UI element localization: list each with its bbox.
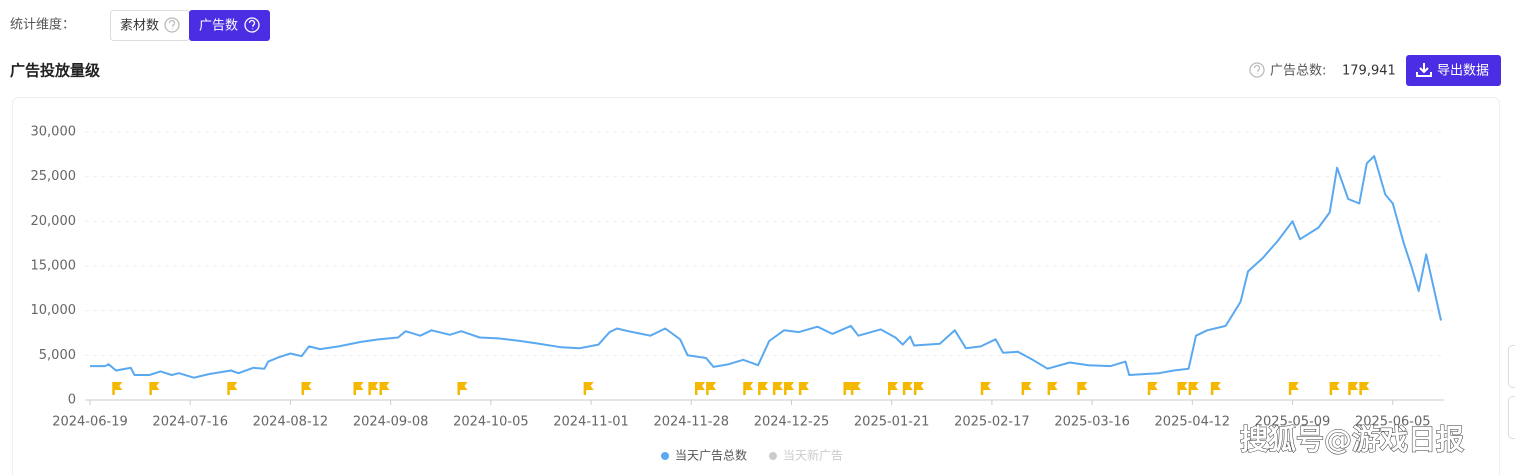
x-tick-label: 2025-02-17 [954, 415, 1030, 430]
event-flag [887, 382, 898, 395]
event-flag [1047, 382, 1058, 395]
event-flag [902, 382, 913, 395]
event-flag [457, 382, 468, 395]
event-flag [694, 382, 705, 395]
y-tick-label: 25,000 [31, 169, 77, 184]
event-flag [706, 382, 717, 395]
series-line [90, 155, 1442, 379]
export-button[interactable]: 导出数据 [1406, 55, 1501, 86]
x-tick-label: 2025-01-21 [854, 415, 930, 430]
event-flag [1329, 382, 1340, 395]
event-flag [1147, 382, 1158, 395]
y-tick-label: 15,000 [31, 259, 77, 274]
y-tick-label: 5,000 [39, 348, 76, 363]
event-flag [227, 382, 238, 395]
event-flag [1288, 382, 1299, 395]
event-flag [784, 382, 795, 395]
y-tick-label: 30,000 [31, 125, 77, 140]
event-flag [772, 382, 783, 395]
event-flag [980, 382, 991, 395]
event-flag [112, 382, 123, 395]
event-flag [1177, 382, 1188, 395]
total-value: 179,941 [1342, 64, 1396, 79]
y-tick-label: 0 [68, 393, 76, 408]
x-tick-label: 2025-05-09 [1255, 415, 1331, 430]
event-flag [743, 382, 754, 395]
watermark: 搜狐号@游戏日报 [1240, 423, 1464, 456]
toggle-text: 广告数 [199, 19, 238, 34]
help-icon [1249, 62, 1265, 78]
help-glyph [1253, 64, 1261, 75]
help-glyph [248, 19, 256, 30]
download-icon [1416, 63, 1432, 77]
event-flag [1210, 382, 1221, 395]
help-icon [164, 17, 180, 33]
button-box [1406, 55, 1501, 86]
x-tick-label: 2025-04-12 [1155, 415, 1231, 430]
section-title: 广告投放量级 [10, 62, 101, 80]
event-flag [1188, 382, 1199, 395]
help-icon [244, 17, 260, 33]
event-flag [798, 382, 809, 395]
chart-card [12, 97, 1500, 475]
event-flag [913, 382, 924, 395]
total-label: 广告总数: [1270, 64, 1326, 79]
y-tick-label: 10,000 [31, 303, 77, 318]
event-flag [850, 382, 861, 395]
x-tick-label: 2024-11-28 [653, 415, 729, 430]
help-glyph [168, 19, 176, 30]
event-flag [1077, 382, 1088, 395]
x-tick-label: 2024-11-01 [553, 415, 629, 430]
event-flag [583, 382, 594, 395]
x-tick-label: 2025-06-05 [1355, 415, 1431, 430]
event-flag [379, 382, 390, 395]
event-flag [1021, 382, 1032, 395]
x-tick-label: 2024-12-25 [754, 415, 830, 430]
side-tab[interactable] [1508, 345, 1515, 388]
event-flag [149, 382, 160, 395]
chart: 0 5,000 10,000 15,000 20,000 25,000 30,000 2024… [31, 125, 1444, 463]
x-tick-label: 2024-09-08 [353, 415, 429, 430]
event-flag [1359, 382, 1370, 395]
legend-marker [661, 452, 669, 460]
x-tick-label: 2024-08-12 [253, 415, 329, 430]
event-flag [1348, 382, 1359, 395]
toggle-text: 素材数 [120, 19, 159, 34]
legend-label[interactable]: 当天新广告 [783, 448, 843, 463]
event-flag [758, 382, 769, 395]
legend-label[interactable]: 当天广告总数 [675, 448, 747, 463]
x-tick-label: 2024-07-16 [152, 415, 228, 430]
x-tick-label: 2024-06-19 [52, 415, 128, 430]
x-tick-label: 2025-03-16 [1054, 415, 1130, 430]
toggle-ads[interactable]: 广告数 [189, 10, 270, 41]
toggle-material[interactable]: 素材数 [110, 10, 190, 41]
event-flag [368, 382, 379, 395]
legend-marker [769, 452, 777, 460]
x-tick-label: 2024-10-05 [453, 415, 529, 430]
filter-label: 统计维度： [10, 17, 75, 33]
button-text: 导出数据 [1437, 64, 1489, 79]
y-tick-label: 20,000 [31, 214, 77, 229]
event-flag [301, 382, 312, 395]
event-flag [353, 382, 364, 395]
legend: 当天广告总数 当天新广告 [661, 448, 843, 463]
side-tab[interactable] [1508, 396, 1515, 439]
